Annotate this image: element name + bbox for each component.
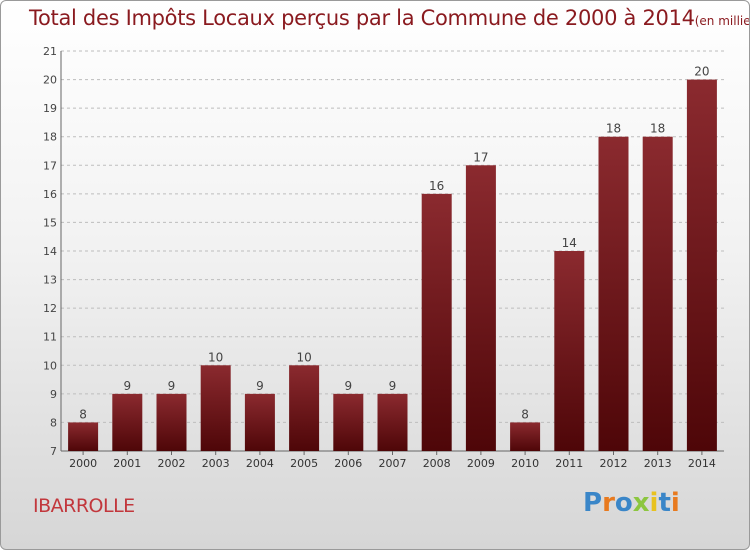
data-label-2004: 9 xyxy=(256,379,264,393)
data-label-2008: 16 xyxy=(429,179,444,193)
y-tick-label: 20 xyxy=(43,74,57,87)
bar-2006 xyxy=(333,393,364,451)
chart-title: Total des Impôts Locaux perçus par la Co… xyxy=(29,6,750,30)
data-label-2011: 14 xyxy=(562,236,577,250)
logo-letter: P xyxy=(583,488,603,518)
data-label-2010: 8 xyxy=(521,407,529,421)
x-tick-label-2000: 2000 xyxy=(69,457,97,470)
title-unit: (en milliers d'€) xyxy=(694,14,750,28)
x-tick-label-2013: 2013 xyxy=(644,457,672,470)
logo-letter: i xyxy=(670,488,680,518)
x-tick-label-2011: 2011 xyxy=(555,457,583,470)
bar-2009 xyxy=(465,165,496,452)
y-tick-label: 17 xyxy=(43,159,57,172)
title-main: Total des Impôts Locaux perçus par la Co… xyxy=(29,6,695,30)
bar-2007 xyxy=(377,393,408,451)
bar-2008 xyxy=(421,193,452,451)
data-label-2005: 10 xyxy=(296,350,311,364)
data-label-2000: 8 xyxy=(79,407,87,421)
x-tick-label-2014: 2014 xyxy=(688,457,716,470)
x-tick-label-2004: 2004 xyxy=(246,457,274,470)
y-tick-label: 19 xyxy=(43,102,57,115)
y-tick-label: 14 xyxy=(43,245,57,258)
bar-2010 xyxy=(510,422,541,451)
y-tick-label: 11 xyxy=(43,331,57,344)
data-labels: 8 9 9 10 9 10 9 9 16 17 8 14 18 18 20 xyxy=(79,65,709,422)
x-tick-label-2007: 2007 xyxy=(379,457,407,470)
x-tick-label-2003: 2003 xyxy=(202,457,230,470)
data-label-2013: 18 xyxy=(650,122,665,136)
x-tick-label-2008: 2008 xyxy=(423,457,451,470)
data-label-2009: 17 xyxy=(473,150,488,164)
x-tick-label-2001: 2001 xyxy=(113,457,141,470)
y-tick-label: 13 xyxy=(43,274,57,287)
bar-2001 xyxy=(112,393,143,451)
bar-2000 xyxy=(68,422,99,451)
bar-2003 xyxy=(200,365,231,451)
data-label-2007: 9 xyxy=(389,379,397,393)
logo-letter: x xyxy=(632,488,650,518)
y-tick-label: 21 xyxy=(43,45,57,58)
y-tick-label: 16 xyxy=(43,188,57,201)
data-label-2003: 10 xyxy=(208,350,223,364)
x-tick-label-2009: 2009 xyxy=(467,457,495,470)
bar-2014 xyxy=(686,79,717,452)
data-label-2002: 9 xyxy=(168,379,176,393)
bar-2013 xyxy=(642,136,673,451)
logo-letter: i xyxy=(649,488,659,518)
y-tick-label: 8 xyxy=(50,416,57,429)
bar-2012 xyxy=(598,136,629,451)
x-tick-label-2012: 2012 xyxy=(600,457,628,470)
x-tick-label-2002: 2002 xyxy=(158,457,186,470)
y-tick-label: 15 xyxy=(43,216,57,229)
x-tick-label-2005: 2005 xyxy=(290,457,318,470)
y-tick-label: 10 xyxy=(43,359,57,372)
bar-2004 xyxy=(244,393,275,451)
logo-letter: r xyxy=(602,488,615,518)
bar-2005 xyxy=(289,365,320,451)
bar-2002 xyxy=(156,393,187,451)
logo-letter: t xyxy=(658,488,671,518)
proxiti-logo: Proxiti xyxy=(583,488,680,518)
x-tick-label-2006: 2006 xyxy=(334,457,362,470)
y-tick-label: 18 xyxy=(43,131,57,144)
x-tick-label-2010: 2010 xyxy=(511,457,539,470)
data-label-2001: 9 xyxy=(123,379,131,393)
bar-2011 xyxy=(554,251,585,451)
y-tick-label: 7 xyxy=(50,445,57,458)
y-tick-label: 9 xyxy=(50,388,57,401)
data-label-2012: 18 xyxy=(606,122,621,136)
data-label-2014: 20 xyxy=(694,65,709,79)
data-label-2006: 9 xyxy=(344,379,352,393)
y-tick-label: 12 xyxy=(43,302,57,315)
bars xyxy=(68,79,717,452)
logo-letter: o xyxy=(614,488,633,518)
commune-name: IBARROLLE xyxy=(33,495,135,517)
